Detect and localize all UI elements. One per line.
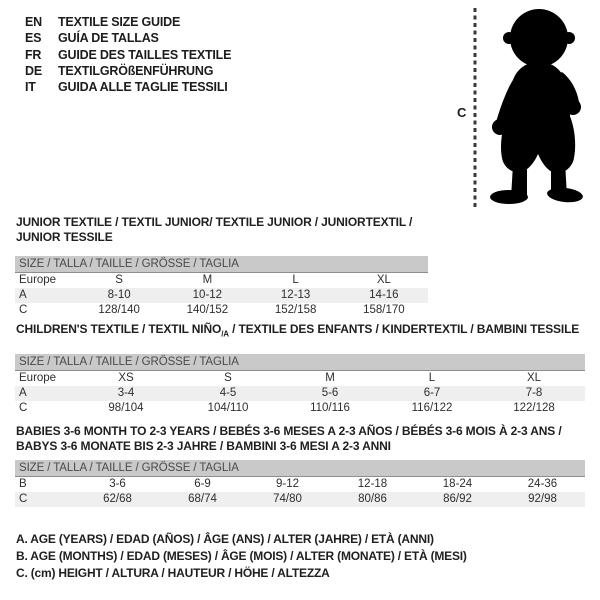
size-cell: 98/104 (108, 402, 144, 415)
size-cell: 104/110 (207, 402, 249, 415)
table-row: B 3-6 6-9 9-12 12-18 18-24 24-36 (15, 477, 585, 492)
row-label: A (19, 289, 27, 301)
size-cell: 14-16 (369, 289, 399, 301)
table-row: C 98/104 104/110 110/116 116/122 122/128 (15, 401, 585, 416)
table-row: Europe XS S M L XL (15, 371, 585, 386)
table-row: A 3-4 4-5 5-6 6-7 7-8 (15, 386, 585, 402)
row-label: C (19, 493, 28, 505)
height-dashed-line (473, 8, 477, 208)
language-row: ES GUÍA DE TALLAS (25, 30, 231, 46)
size-cell: XL (376, 274, 391, 286)
size-cell: S (115, 274, 123, 286)
size-cell: 116/122 (411, 402, 453, 415)
size-cell: M (325, 372, 335, 385)
size-cell: 6-9 (194, 478, 211, 490)
language-code: ES (25, 31, 42, 46)
language-label: TEXTILGRÖßENFÜHRUNG (58, 63, 214, 78)
row-label: Europe (19, 372, 57, 385)
size-cell: 18-24 (442, 478, 473, 490)
language-code: IT (25, 80, 36, 95)
size-cell: 158/170 (363, 304, 405, 316)
table-title: CHILDREN'S TEXTILE / TEXTIL NIÑO/A / TEX… (16, 322, 585, 341)
language-row: FR GUIDE DES TAILLES TEXTILE (25, 47, 231, 63)
language-code: EN (25, 15, 42, 29)
language-row: DE TEXTILGRÖßENFÜHRUNG (25, 63, 231, 79)
language-label: GUIDA ALLE TAGLIE TESSILI (58, 80, 228, 95)
size-header-bar: SIZE / TALLA / TAILLE / GRÖSSE / TAGLIA (15, 354, 585, 372)
size-cell: 140/152 (186, 304, 229, 316)
table-title: JUNIOR TEXTILE / TEXTIL JUNIOR/ TEXTILE … (16, 215, 428, 245)
size-cell: 128/140 (98, 304, 140, 316)
size-cell: 92/98 (528, 493, 557, 505)
size-table: B 3-6 6-9 9-12 12-18 18-24 24-36 C 62/68 68/74 74/… (15, 477, 585, 507)
language-list: EN TEXTILE SIZE GUIDE ES GUÍA DE TALLAS … (25, 14, 231, 95)
size-table: Europe XS S M L XL A 3-4 4-5 5-6 6-7 7-8 C 98/104 104/… (15, 371, 585, 416)
size-cell: XS (118, 372, 134, 385)
size-table: Europe S M L XL A 8-10 10-12 12-13 14-16 C 128/140 1… (15, 273, 428, 318)
size-cell: 4-5 (219, 387, 237, 400)
size-cell: S (224, 372, 232, 385)
size-cell: 80/86 (358, 493, 387, 505)
language-row: EN TEXTILE SIZE GUIDE (25, 14, 231, 30)
language-label: GUIDE DES TAILLES TEXTILE (58, 47, 232, 62)
footnote-age-years: A. AGE (YEARS) / EDAD (AÑOS) / ÂGE (ANS)… (16, 532, 434, 546)
height-measure-label: C (457, 105, 467, 120)
size-cell: 8-10 (107, 289, 131, 301)
footnotes: A. AGE (YEARS) / EDAD (AÑOS) / ÂGE (ANS)… (16, 531, 467, 582)
size-header-bar: SIZE / TALLA / TAILLE / GRÖSSE / TAGLIA (15, 460, 585, 477)
language-label: TEXTILE SIZE GUIDE (58, 15, 181, 29)
size-cell: 110/116 (310, 402, 350, 415)
size-cell: XL (526, 372, 542, 385)
size-cell: 68/74 (188, 493, 217, 505)
size-cell: L (428, 372, 436, 385)
childrens-textile-section: CHILDREN'S TEXTILE / TEXTIL NIÑO/A / TEX… (15, 322, 585, 416)
size-cell: 10-12 (192, 289, 223, 301)
size-cell: 62/68 (103, 493, 132, 505)
size-cell: 12-13 (280, 289, 311, 301)
size-cell: 6-7 (423, 387, 441, 400)
language-code: FR (25, 47, 42, 62)
footnote-age-months: B. AGE (MONTHS) / EDAD (MESES) / ÂGE (MO… (16, 549, 467, 563)
table-row: C 128/140 140/152 152/158 158/170 (15, 303, 428, 318)
table-title-line: BABIES 3-6 MONTH TO 2-3 YEARS / BEBÉS 3-… (16, 424, 562, 438)
size-cell: 152/158 (274, 304, 317, 316)
table-row: A 8-10 10-12 12-13 14-16 (15, 288, 428, 303)
size-cell: 7-8 (525, 387, 543, 400)
table-row: C 62/68 68/74 74/80 80/86 86/92 92/98 (15, 492, 585, 507)
size-cell: 74/80 (273, 493, 302, 505)
size-cell: L (292, 274, 299, 286)
toddler-silhouette-icon (490, 9, 583, 204)
junior-textile-section: JUNIOR TEXTILE / TEXTIL JUNIOR/ TEXTILE … (15, 215, 428, 318)
size-cell: 12-18 (357, 478, 388, 490)
size-cell: 3-6 (109, 478, 126, 490)
size-cell: 122/128 (513, 402, 555, 415)
footnote-height: C. (cm) HEIGHT / ALTURA / HAUTEUR / HÖHE… (16, 566, 330, 580)
size-cell: 86/92 (443, 493, 472, 505)
size-cell: 3-4 (117, 387, 135, 400)
size-cell: 9-12 (275, 478, 300, 490)
row-label: B (19, 478, 27, 490)
row-label: Europe (19, 274, 57, 286)
language-row: IT GUIDA ALLE TAGLIE TESSILI (25, 79, 231, 95)
table-title: BABIES 3-6 MONTH TO 2-3 YEARS / BEBÉS 3-… (16, 424, 585, 454)
babies-textile-section: BABIES 3-6 MONTH TO 2-3 YEARS / BEBÉS 3-… (15, 424, 585, 507)
row-label: C (19, 304, 28, 316)
language-label: GUÍA DE TALLAS (58, 31, 159, 46)
row-label: C (19, 402, 28, 415)
table-title-line: BABYS 3-6 MONATE BIS 2-3 JAHRE / BAMBINI… (16, 439, 391, 453)
size-cell: 5-6 (321, 387, 339, 400)
table-title-line: CHILDREN'S TEXTILE / TEXTIL NIÑO/A / TEX… (16, 322, 580, 339)
language-code: DE (25, 63, 42, 78)
size-cell: M (202, 274, 213, 286)
table-row: Europe S M L XL (15, 273, 428, 288)
table-title-line: JUNIOR TEXTILE / TEXTIL JUNIOR/ TEXTILE … (16, 215, 413, 244)
size-cell: 24-36 (527, 478, 558, 490)
row-label: A (19, 387, 27, 400)
size-header-bar: SIZE / TALLA / TAILLE / GRÖSSE / TAGLIA (15, 256, 428, 273)
